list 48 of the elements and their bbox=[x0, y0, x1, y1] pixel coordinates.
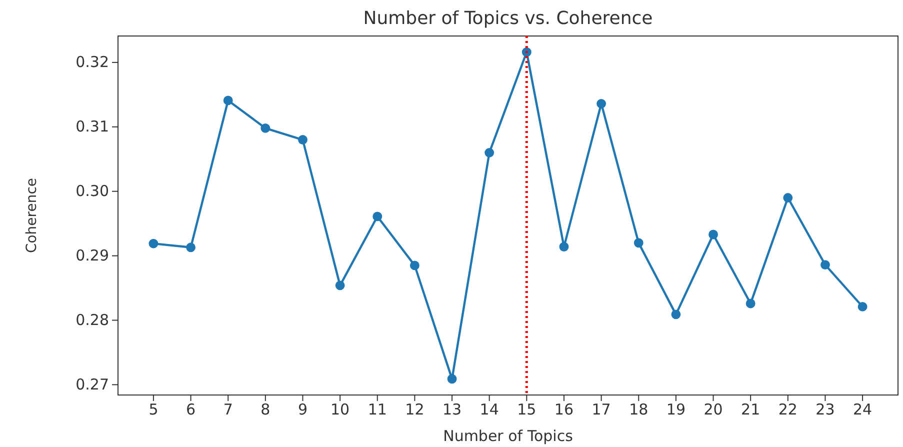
x-tick-label: 19 bbox=[666, 400, 686, 419]
x-tick-label: 22 bbox=[778, 400, 798, 419]
point bbox=[447, 374, 457, 384]
x-tick-label: 8 bbox=[260, 400, 270, 419]
point bbox=[559, 242, 569, 252]
x-tick-label: 15 bbox=[517, 400, 536, 419]
point bbox=[858, 302, 868, 312]
x-tick-label: 17 bbox=[592, 400, 611, 419]
y-tick-label: 0.31 bbox=[76, 118, 109, 136]
x-tick-label: 5 bbox=[148, 400, 158, 419]
y-tick-label: 0.28 bbox=[76, 311, 109, 330]
x-tick-label: 20 bbox=[704, 400, 723, 419]
x-tick-label: 12 bbox=[405, 400, 424, 419]
point bbox=[298, 135, 308, 144]
x-tick-label: 24 bbox=[853, 400, 872, 419]
y-tick-label: 0.27 bbox=[76, 375, 109, 394]
point bbox=[746, 298, 756, 308]
x-tick-label: 7 bbox=[223, 400, 233, 419]
point bbox=[484, 148, 494, 158]
x-tick-label: 10 bbox=[330, 400, 350, 419]
y-axis-title: Coherence bbox=[24, 178, 40, 254]
y-tick-label: 0.32 bbox=[76, 53, 109, 72]
x-tick-label: 16 bbox=[554, 400, 574, 419]
point bbox=[820, 260, 830, 270]
x-tick-label: 11 bbox=[368, 400, 387, 419]
x-tick-label: 9 bbox=[298, 400, 308, 419]
x-axis-title: Number of Topics bbox=[443, 427, 574, 445]
point bbox=[335, 280, 345, 290]
point bbox=[410, 260, 420, 270]
x-tick-label: 18 bbox=[629, 400, 648, 419]
x-tick-label: 21 bbox=[741, 400, 760, 419]
point bbox=[148, 238, 158, 248]
point bbox=[708, 230, 718, 240]
point bbox=[372, 212, 382, 222]
point bbox=[223, 96, 233, 106]
chart-title: Number of Topics vs. Coherence bbox=[363, 8, 653, 29]
y-tick-label: 0.29 bbox=[76, 246, 109, 265]
x-tick-label: 14 bbox=[480, 400, 499, 419]
point bbox=[634, 238, 644, 248]
point bbox=[186, 242, 196, 252]
x-tick-label: 6 bbox=[186, 400, 196, 419]
y-tick-label: 0.30 bbox=[76, 182, 109, 200]
x-tick-label: 23 bbox=[816, 400, 835, 419]
point bbox=[596, 98, 606, 108]
point bbox=[260, 123, 270, 133]
point bbox=[783, 193, 793, 202]
point bbox=[671, 310, 681, 320]
x-tick-label: 13 bbox=[442, 400, 462, 419]
